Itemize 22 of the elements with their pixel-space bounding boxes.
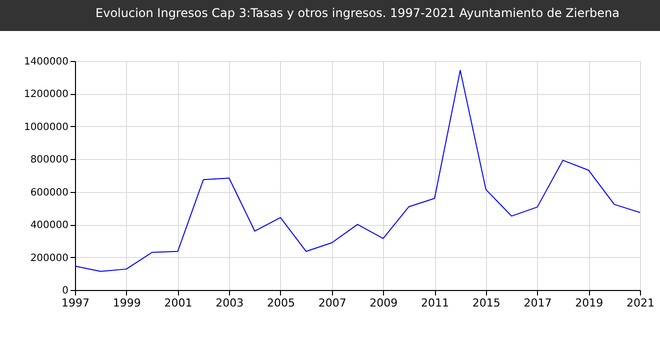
y-tick-label: 0 — [62, 286, 68, 296]
x-tick-label: 2021 — [626, 296, 654, 310]
x-tick-label: 2015 — [472, 296, 500, 310]
chart-title: Evolucion Ingresos Cap 3:Tasas y otros ingresos. 1997-2021 Ayuntamiento de Zierbena — [96, 6, 620, 20]
y-tick-label: 800000 — [30, 154, 68, 166]
x-tick-label: 1997 — [62, 296, 90, 310]
y-tick-label: 600000 — [30, 187, 68, 198]
x-tick-label: 2005 — [266, 296, 295, 310]
y-tick-label: 1200000 — [24, 89, 68, 100]
y-tick-label: 1000000 — [24, 122, 68, 133]
line-series — [74, 70, 640, 272]
x-tick-label: 2011 — [421, 296, 450, 310]
x-tick-label: 2009 — [370, 296, 398, 310]
y-tick-label: 400000 — [30, 220, 68, 232]
x-tick-label: 2003 — [216, 296, 244, 310]
x-tick-label: 2017 — [524, 296, 552, 310]
x-tick-label: 2019 — [575, 296, 604, 310]
x-tick-label: 2001 — [164, 296, 192, 310]
x-tick-label: 1999 — [112, 296, 141, 310]
y-tick-label: 200000 — [30, 252, 68, 264]
y-tick-label: 1400000 — [24, 56, 68, 68]
x-tick-label: 2007 — [318, 296, 346, 310]
